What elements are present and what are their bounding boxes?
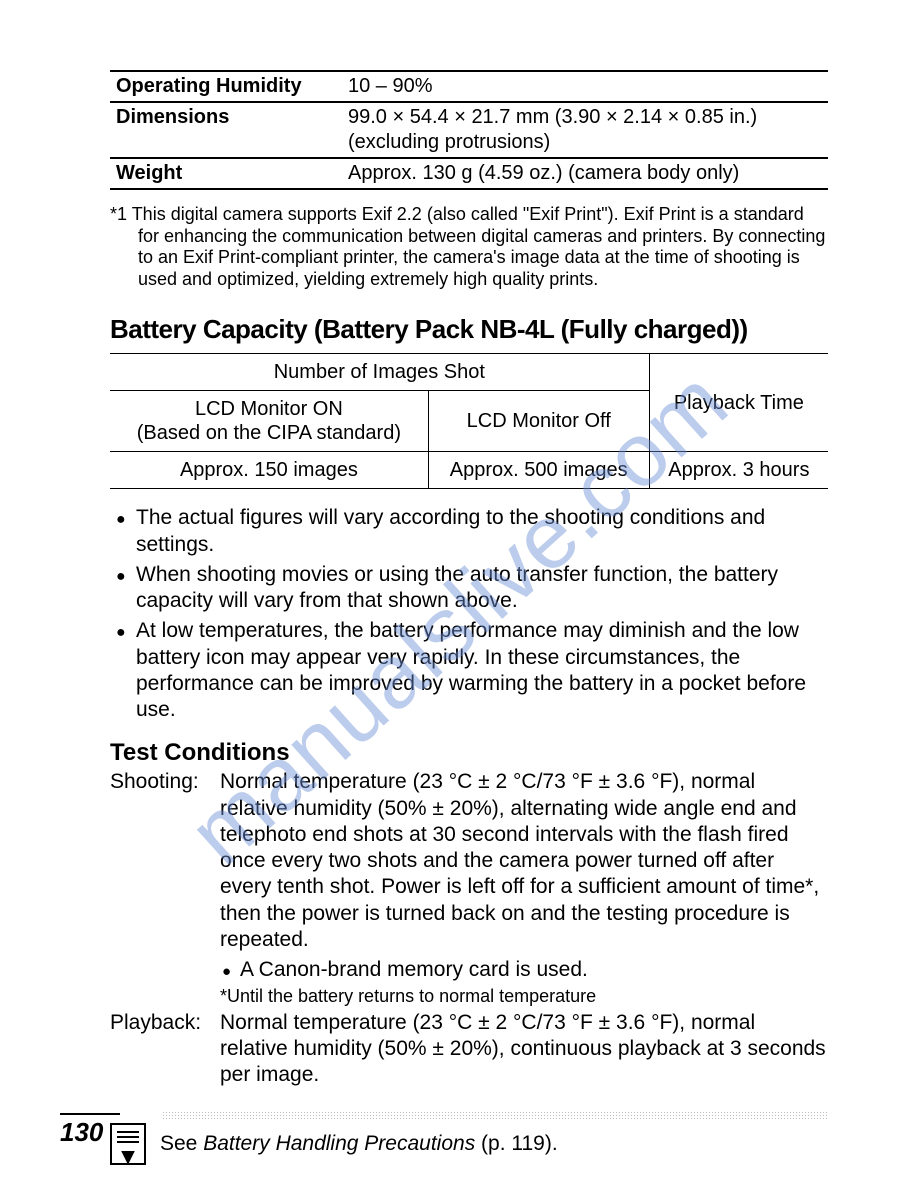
table-header: Number of Images Shot — [110, 354, 649, 391]
condition-text: Normal temperature (23 °C ± 2 °C/73 °F ±… — [220, 769, 828, 1008]
see-suffix: (p. 119). — [475, 1132, 557, 1155]
condition-row: Playback: Normal temperature (23 °C ± 2 … — [110, 1010, 828, 1089]
section-heading: Battery Capacity (Battery Pack NB-4L (Fu… — [110, 314, 828, 345]
spec-label: Dimensions — [110, 102, 342, 158]
spec-value: 99.0 × 54.4 × 21.7 mm (3.90 × 2.14 × 0.8… — [342, 102, 828, 158]
see-italic: Battery Handling Precautions — [203, 1132, 475, 1155]
table-header: LCD Monitor Off — [428, 391, 649, 452]
condition-text: Normal temperature (23 °C ± 2 °C/73 °F ±… — [220, 1010, 828, 1089]
spec-value: Approx. 130 g (4.59 oz.) (camera body on… — [342, 158, 828, 189]
condition-label: Playback: — [110, 1010, 220, 1089]
spec-value: 10 – 90% — [342, 71, 828, 102]
condition-label: Shooting: — [110, 769, 220, 1008]
body-text: Normal temperature (23 °C ± 2 °C/73 °F ±… — [220, 770, 819, 951]
list-item: The actual figures will vary according t… — [110, 505, 828, 558]
spec-label: Weight — [110, 158, 342, 189]
capacity-table: Number of Images Shot Playback Time LCD … — [110, 353, 828, 489]
divider-dots — [162, 1111, 828, 1119]
footnote-text: *1 This digital camera supports Exif 2.2… — [110, 204, 828, 290]
see-text: See Battery Handling Precautions (p. 119… — [160, 1132, 558, 1156]
table-header: Playback Time — [649, 354, 828, 452]
table-row: Number of Images Shot Playback Time — [110, 354, 828, 391]
list-item: When shooting movies or using the auto t… — [110, 562, 828, 615]
condition-row: Shooting: Normal temperature (23 °C ± 2 … — [110, 769, 828, 1008]
spec-label: Operating Humidity — [110, 71, 342, 102]
subsection-heading: Test Conditions — [110, 739, 828, 767]
table-row: Weight Approx. 130 g (4.59 oz.) (camera … — [110, 158, 828, 189]
see-prefix: See — [160, 1132, 203, 1155]
manual-page: manualslive.com Operating Humidity 10 – … — [0, 0, 918, 1188]
table-header: LCD Monitor ON (Based on the CIPA standa… — [110, 391, 428, 452]
table-cell: Approx. 500 images — [428, 452, 649, 489]
table-row: Approx. 150 images Approx. 500 images Ap… — [110, 452, 828, 489]
table-row: Operating Humidity 10 – 90% — [110, 71, 828, 102]
test-conditions: Shooting: Normal temperature (23 °C ± 2 … — [110, 769, 828, 1088]
see-reference: See Battery Handling Precautions (p. 119… — [110, 1123, 828, 1165]
table-row: Dimensions 99.0 × 54.4 × 21.7 mm (3.90 ×… — [110, 102, 828, 158]
list-item: At low temperatures, the battery perform… — [110, 618, 828, 723]
bullet-list: The actual figures will vary according t… — [110, 505, 828, 723]
sub-bullet: A Canon-brand memory card is used. — [220, 957, 828, 983]
table-cell: Approx. 3 hours — [649, 452, 828, 489]
specs-table: Operating Humidity 10 – 90% Dimensions 9… — [110, 70, 828, 190]
table-cell: Approx. 150 images — [110, 452, 428, 489]
page-number: 130 — [60, 1113, 120, 1148]
sub-note: *Until the battery returns to normal tem… — [220, 985, 828, 1008]
